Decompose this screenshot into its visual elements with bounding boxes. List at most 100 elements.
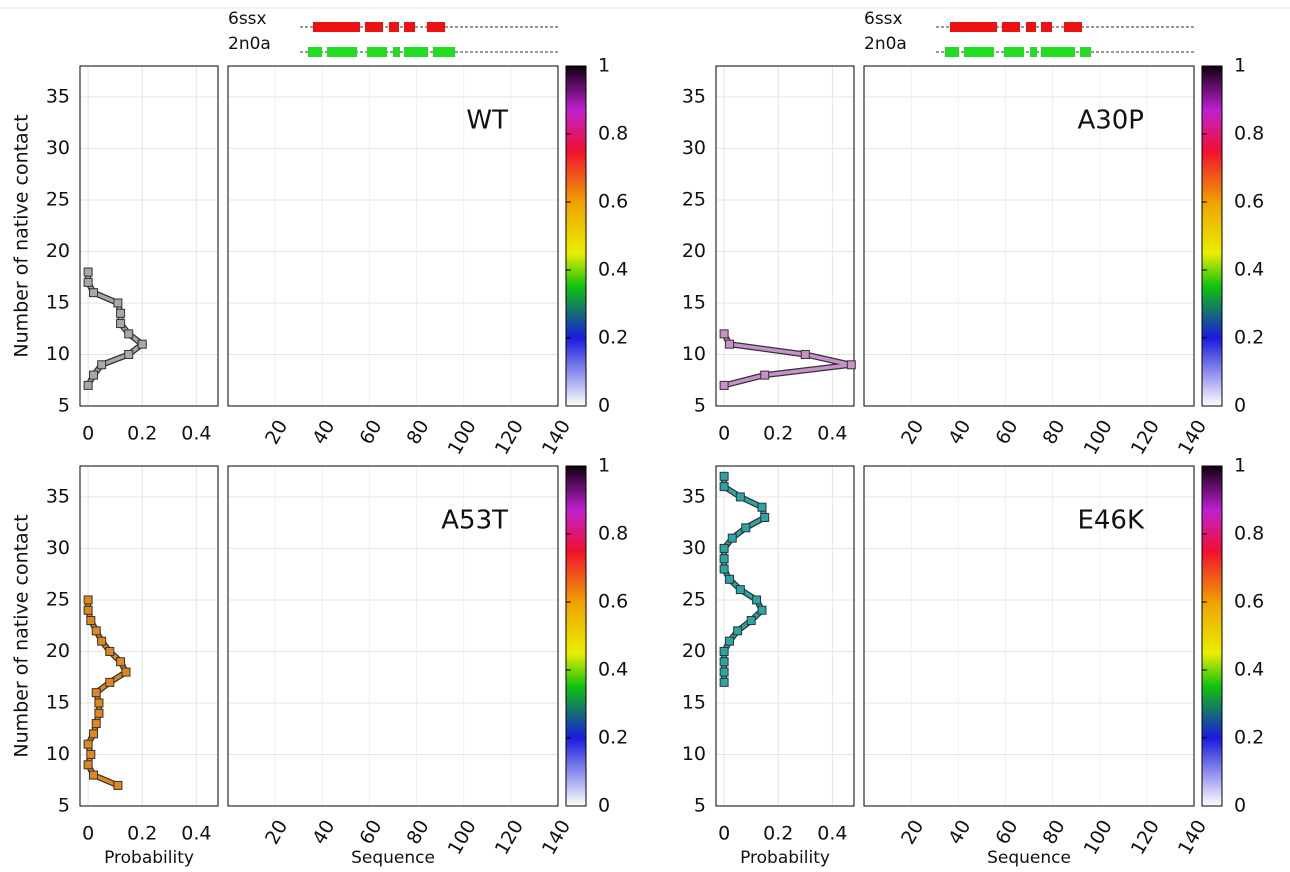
point [86, 616, 96, 626]
plot-frame [79, 65, 219, 407]
point [105, 677, 115, 687]
y-tick-label: 20 [46, 240, 70, 262]
y-tick-label: 30 [682, 137, 706, 159]
colorbar-tick-label: 0.4 [598, 659, 628, 681]
point [719, 380, 729, 390]
point [83, 595, 93, 605]
colorbar [1201, 65, 1223, 407]
y-tick-label: 20 [682, 640, 706, 662]
point [89, 288, 99, 298]
x-axis-label: Sequence [351, 848, 435, 868]
x-tick-label: 20 [897, 416, 928, 448]
point [89, 770, 99, 780]
point [113, 780, 123, 790]
point [757, 605, 767, 615]
point [124, 349, 134, 359]
plot-frame [715, 465, 855, 807]
point [719, 482, 729, 492]
x-tick-label: 100 [1080, 816, 1117, 858]
plot-frame [227, 65, 559, 407]
plot-frame [715, 65, 855, 407]
point [727, 533, 737, 543]
y-tick-label: 30 [682, 537, 706, 559]
point [121, 667, 131, 677]
x-tick-label: 0 [82, 823, 94, 845]
point [733, 626, 743, 636]
x-tick-label: 0 [718, 823, 730, 845]
plot-frame [79, 465, 219, 807]
y-tick-label: 15 [682, 691, 706, 713]
colorbar-tick-label: 0 [1234, 795, 1246, 817]
colorbar-tick-label: 0.2 [1234, 327, 1264, 349]
x-tick-label: 40 [308, 416, 339, 448]
y-tick-label: 20 [46, 640, 70, 662]
track-label: 6ssx [228, 9, 267, 29]
point [113, 298, 123, 308]
point [89, 370, 99, 380]
plot-frame [227, 465, 559, 807]
y-tick-label: 25 [682, 588, 706, 610]
colorbar-tick-label: 1 [1234, 55, 1246, 77]
y-tick-label: 25 [46, 588, 70, 610]
point [91, 719, 101, 729]
x-tick-label: 20 [261, 416, 292, 448]
y-tick-label: 10 [46, 343, 70, 365]
point [757, 502, 767, 512]
point [735, 585, 745, 595]
x-tick-label: 0.4 [181, 423, 211, 445]
point [89, 729, 99, 739]
y-tick-label: 30 [46, 137, 70, 159]
point [725, 339, 735, 349]
point [83, 760, 93, 770]
y-tick-label: 5 [694, 795, 706, 817]
y-axis-label: Number of native contact [11, 514, 33, 757]
y-tick-label: 5 [694, 395, 706, 417]
point [719, 554, 729, 564]
colorbar-tick-label: 0.8 [1234, 523, 1264, 545]
y-tick-label: 25 [46, 188, 70, 210]
colorbar-tick-label: 0 [598, 395, 610, 417]
point [124, 329, 134, 339]
point [800, 349, 810, 359]
x-tick-label: 120 [491, 816, 528, 858]
x-tick-label: 0 [718, 423, 730, 445]
x-tick-label: 100 [1080, 416, 1117, 458]
x-tick-label: 120 [491, 416, 528, 458]
x-tick-label: 80 [1039, 816, 1070, 848]
point [752, 595, 762, 605]
x-tick-label: 0.4 [817, 423, 847, 445]
y-tick-label: 35 [46, 485, 70, 507]
x-tick-label: 20 [897, 816, 928, 848]
x-tick-label: 0.2 [763, 423, 793, 445]
x-tick-label: 0.2 [127, 423, 157, 445]
x-tick-label: 40 [944, 416, 975, 448]
point [719, 646, 729, 656]
y-tick-label: 35 [682, 85, 706, 107]
annotation: E46K [1077, 506, 1145, 536]
track-label: 2n0a [864, 34, 907, 54]
x-axis-label: Probability [104, 848, 194, 868]
point [846, 360, 856, 370]
x-tick-label: 140 [538, 416, 575, 458]
point [83, 739, 93, 749]
y-tick-label: 20 [682, 240, 706, 262]
point [735, 492, 745, 502]
point [116, 319, 126, 329]
colorbar-tick-label: 0.2 [1234, 727, 1264, 749]
point [116, 308, 126, 318]
colorbar-tick-label: 0.6 [598, 591, 628, 613]
point [97, 360, 107, 370]
point [91, 626, 101, 636]
secondary-structure-left [300, 22, 558, 57]
plot-frame [863, 465, 1195, 807]
x-tick-label: 40 [944, 816, 975, 848]
point [94, 698, 104, 708]
point [719, 471, 729, 481]
point [719, 657, 729, 667]
x-tick-label: 80 [1039, 416, 1070, 448]
colorbar-tick-label: 1 [598, 55, 610, 77]
y-tick-label: 10 [682, 743, 706, 765]
point [719, 564, 729, 574]
point [719, 677, 729, 687]
